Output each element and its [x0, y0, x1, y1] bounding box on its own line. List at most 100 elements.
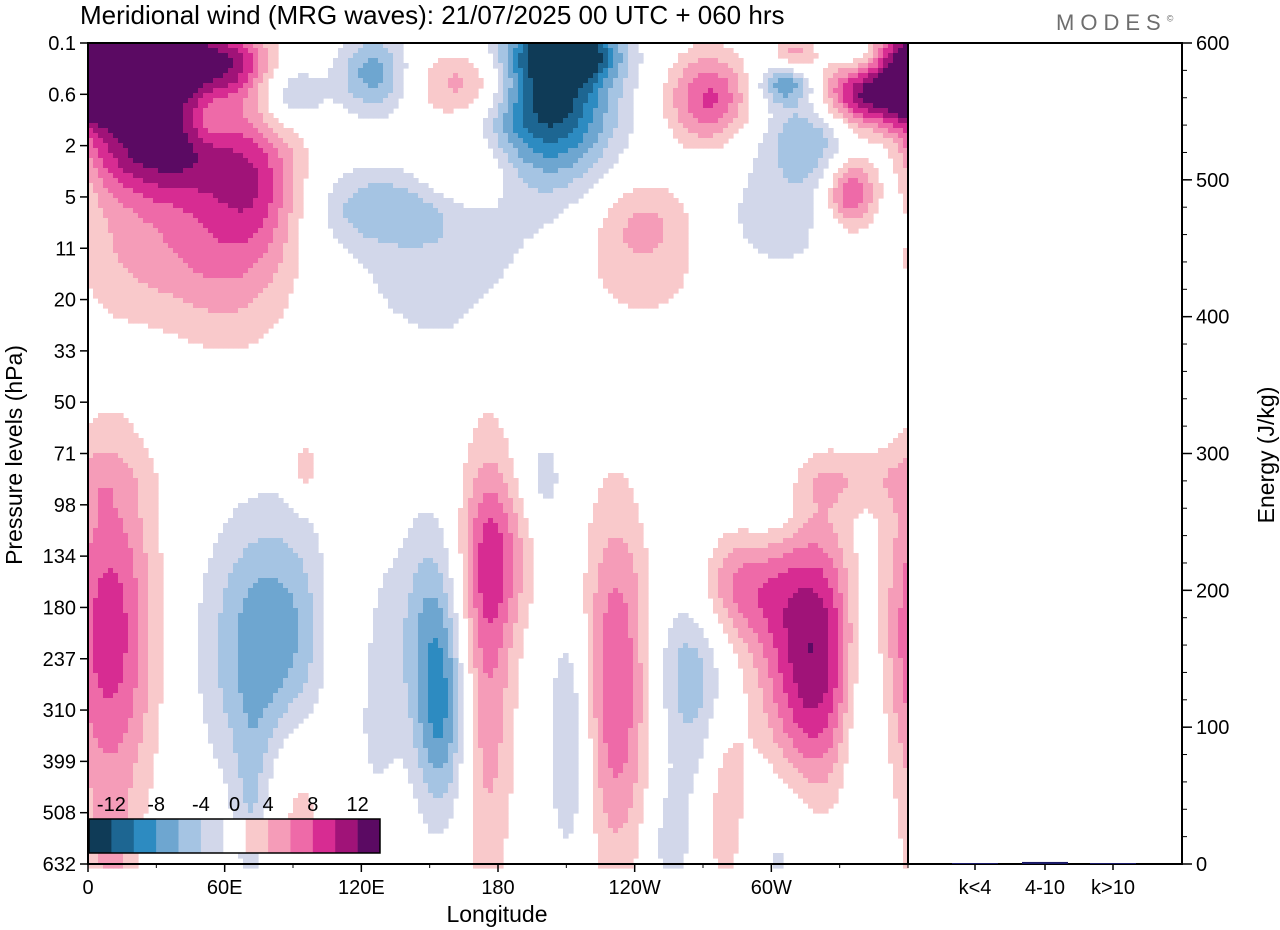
- heatmap-cell: [623, 208, 629, 214]
- heatmap-cell: [603, 98, 609, 104]
- heatmap-cell: [678, 73, 684, 79]
- heatmap-cell: [653, 243, 659, 249]
- heatmap-cell: [193, 178, 199, 184]
- heatmap-cell: [123, 233, 129, 239]
- heatmap-cell: [618, 118, 624, 124]
- heatmap-cell: [208, 158, 214, 164]
- heatmap-cell: [883, 133, 889, 139]
- heatmap-cell: [858, 103, 864, 109]
- heatmap-cell: [138, 183, 144, 189]
- heatmap-cell: [503, 88, 509, 94]
- heatmap-cell: [193, 208, 199, 214]
- heatmap-cell: [608, 233, 614, 239]
- heatmap-cell: [483, 213, 489, 219]
- heatmap-cell: [213, 183, 219, 189]
- heatmap-cell: [538, 48, 544, 54]
- heatmap-cell: [198, 73, 204, 79]
- heatmap-cell: [723, 73, 729, 79]
- heatmap-cell: [378, 243, 384, 249]
- heatmap-cell: [743, 118, 749, 124]
- heatmap-cell: [193, 238, 199, 244]
- heatmap-cell: [248, 218, 254, 224]
- heatmap-cell: [173, 113, 179, 119]
- heatmap-cell: [88, 218, 94, 224]
- heatmap-cell: [508, 193, 514, 199]
- heatmap-cell: [668, 118, 674, 124]
- heatmap-cell: [348, 238, 354, 244]
- heatmap-cell: [383, 193, 389, 199]
- heatmap-cell: [548, 98, 554, 104]
- heatmap-cell: [213, 148, 219, 154]
- heatmap-cell: [518, 93, 524, 99]
- heatmap-cell: [883, 58, 889, 64]
- heatmap-cell: [708, 133, 714, 139]
- heatmap-cell: [273, 158, 279, 164]
- heatmap-cell: [243, 163, 249, 169]
- heatmap-cell: [518, 43, 524, 49]
- heatmap-cell: [178, 118, 184, 124]
- heatmap-cell: [393, 238, 399, 244]
- heatmap-cell: [843, 163, 849, 169]
- heatmap-cell: [763, 223, 769, 229]
- heatmap-cell: [558, 118, 564, 124]
- heatmap-cell: [868, 103, 874, 109]
- heatmap-cell: [843, 78, 849, 84]
- heatmap-cell: [353, 53, 359, 59]
- heatmap-cell: [588, 133, 594, 139]
- heatmap-cell: [248, 163, 254, 169]
- heatmap-cell: [103, 148, 109, 154]
- heatmap-cell: [148, 93, 154, 99]
- heatmap-cell: [203, 138, 209, 144]
- heatmap-cell: [848, 178, 854, 184]
- heatmap-cell: [493, 153, 499, 159]
- heatmap-cell: [583, 148, 589, 154]
- heatmap-cell: [653, 213, 659, 219]
- heatmap-cell: [363, 168, 369, 174]
- heatmap-cell: [148, 108, 154, 114]
- heatmap-cell: [118, 258, 124, 264]
- heatmap-cell: [438, 63, 444, 69]
- heatmap-cell: [533, 138, 539, 144]
- heatmap-cell: [528, 213, 534, 219]
- heatmap-cell: [303, 73, 309, 79]
- heatmap-cell: [498, 68, 504, 74]
- heatmap-cell: [158, 213, 164, 219]
- heatmap-cell: [138, 118, 144, 124]
- heatmap-cell: [693, 58, 699, 64]
- heatmap-cell: [98, 258, 104, 264]
- heatmap-cell: [513, 138, 519, 144]
- heatmap-cell: [383, 173, 389, 179]
- heatmap-cell: [673, 73, 679, 79]
- heatmap-cell: [253, 158, 259, 164]
- heatmap-cell: [703, 123, 709, 129]
- heatmap-cell: [538, 113, 544, 119]
- heatmap-cell: [798, 58, 804, 64]
- heatmap-cell: [353, 238, 359, 244]
- heatmap-cell: [538, 73, 544, 79]
- heatmap-cell: [103, 98, 109, 104]
- heatmap-cell: [183, 253, 189, 259]
- heatmap-cell: [888, 63, 894, 69]
- heatmap-cell: [378, 233, 384, 239]
- heatmap-cell: [498, 243, 504, 249]
- heatmap-cell: [623, 228, 629, 234]
- heatmap-cell: [373, 243, 379, 249]
- heatmap-cell: [93, 253, 99, 259]
- heatmap-cell: [903, 123, 909, 129]
- heatmap-cell: [143, 73, 149, 79]
- heatmap-cell: [228, 43, 234, 49]
- heatmap-cell: [278, 148, 284, 154]
- heatmap-cell: [613, 103, 619, 109]
- heatmap-cell: [198, 113, 204, 119]
- heatmap-cell: [653, 253, 659, 259]
- heatmap-cell: [463, 63, 469, 69]
- heatmap-cell: [428, 243, 434, 249]
- heatmap-cell: [848, 208, 854, 214]
- heatmap-cell: [348, 78, 354, 84]
- heatmap-cell: [113, 68, 119, 74]
- heatmap-cell: [208, 83, 214, 89]
- heatmap-cell: [258, 218, 264, 224]
- heatmap-cell: [553, 93, 559, 99]
- heatmap-cell: [628, 203, 634, 209]
- heatmap-cell: [218, 183, 224, 189]
